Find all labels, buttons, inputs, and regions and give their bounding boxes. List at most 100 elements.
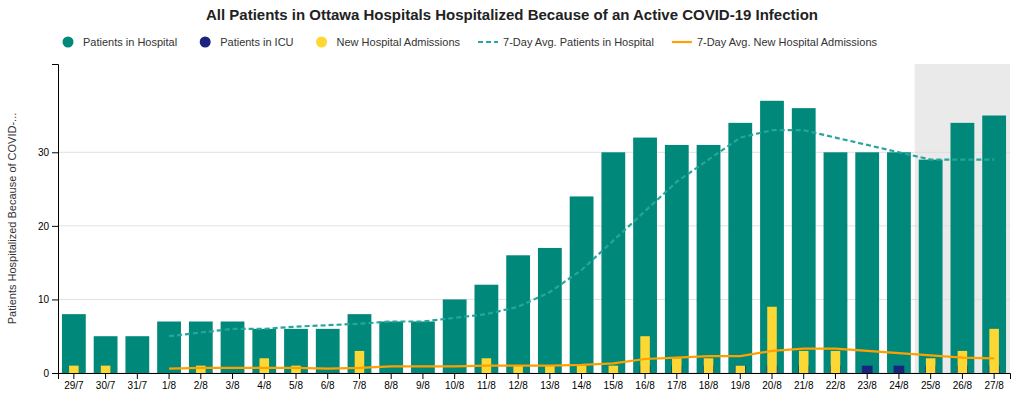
x-tick-label: 13/8: [540, 380, 560, 391]
title: All Patients in Ottawa Hospitals Hospita…: [206, 6, 818, 23]
bar: [291, 366, 301, 373]
bar: [69, 366, 79, 373]
x-tick-mark: [645, 373, 646, 379]
y-tick: 20: [38, 221, 58, 232]
line: [169, 130, 994, 336]
legend-label: Patients in Hospital: [83, 36, 177, 48]
bar: [513, 366, 523, 373]
x-axis-line: [59, 374, 1011, 380]
x-tick: 30/7: [96, 373, 116, 391]
bar: [379, 322, 403, 374]
bar: [450, 373, 460, 374]
x-tick-label: 6/8: [321, 380, 335, 391]
legend-item: 7-Day Avg. New Hospital Admissions: [672, 36, 878, 48]
x-tick: 20/8: [762, 373, 782, 391]
bar: [736, 366, 746, 373]
bar: [260, 358, 270, 373]
x-tick-mark: [898, 373, 899, 379]
x-tick-label: 26/8: [953, 380, 973, 391]
x-tick-mark: [867, 373, 868, 379]
bar: [855, 152, 879, 373]
bar: [164, 373, 174, 374]
x-tick: 22/8: [826, 373, 846, 391]
x-tick-label: 23/8: [857, 380, 877, 391]
legend-label: 7-Day Avg. Patients in Hospital: [503, 36, 654, 48]
bar: [982, 116, 1006, 374]
x-tick: 16/8: [635, 373, 655, 391]
legend-swatch: [316, 37, 327, 48]
bar: [133, 373, 143, 374]
bar: [792, 108, 816, 373]
x-tick-mark: [613, 373, 614, 379]
x-tick-mark: [486, 373, 487, 379]
bar: [958, 351, 968, 373]
legend-swatch: [63, 37, 74, 48]
legend-label: Patients in ICU: [220, 36, 293, 48]
x-tick-label: 29/7: [64, 380, 84, 391]
legend-item: 7-Day Avg. Patients in Hospital: [478, 36, 654, 48]
x-tick-label: 7/8: [353, 380, 367, 391]
bar: [189, 322, 213, 374]
bar: [760, 101, 784, 373]
bar: [894, 366, 905, 373]
bar: [894, 373, 904, 374]
x-tick-mark: [137, 373, 138, 379]
bar: [348, 314, 372, 373]
bar: [570, 196, 594, 373]
x-tick-label: 20/8: [762, 380, 782, 391]
legend-item: Patients in Hospital: [63, 36, 178, 48]
y-tick-label: 20: [38, 221, 50, 232]
x-tick: 7/8: [353, 373, 367, 391]
y-tick-label: 30: [38, 147, 50, 158]
bar: [386, 373, 397, 374]
x-tick-mark: [169, 373, 170, 379]
x-tick-label: 22/8: [826, 380, 846, 391]
bar: [601, 152, 625, 373]
x-tick-label: 24/8: [889, 380, 909, 391]
x-tick-label: 1/8: [162, 380, 176, 391]
x-tick-label: 17/8: [667, 380, 687, 391]
shaded-span: [915, 64, 1010, 373]
y-tick: 30: [38, 147, 58, 158]
x-tick-mark: [359, 373, 360, 379]
x-tick-mark: [740, 373, 741, 379]
x-tick-mark: [454, 373, 455, 379]
x-tick-mark: [994, 373, 995, 379]
legend-item: New Hospital Admissions: [316, 36, 460, 48]
x-tick-label: 19/8: [731, 380, 751, 391]
bar-series: [640, 366, 1000, 373]
legend: Patients in Hospital Patients in ICU New H…: [63, 36, 878, 48]
y-tick-mark: [52, 152, 58, 153]
y-tick: 10: [38, 294, 58, 305]
bar: [449, 373, 460, 374]
x-tick: 4/8: [257, 373, 271, 391]
x-tick-label: 27/8: [984, 380, 1004, 391]
legend-item: Patients in ICU: [200, 36, 294, 48]
x-tick: 3/8: [226, 373, 240, 391]
x-tick-mark: [327, 373, 328, 379]
bar: [125, 336, 149, 373]
x-tick: 19/8: [731, 373, 751, 391]
y-axis-line: [52, 65, 59, 374]
x-tick-mark: [772, 373, 773, 379]
x-tick: 18/8: [699, 373, 719, 391]
bar: [323, 373, 333, 374]
y-tick-mark: [52, 226, 58, 227]
legend-label: 7-Day Avg. New Hospital Admissions: [697, 36, 878, 48]
x-tick: 1/8: [162, 373, 176, 391]
bar: [355, 351, 365, 373]
x-tick-mark: [835, 373, 836, 379]
x-tick-label: 31/7: [128, 380, 148, 391]
bar: [919, 160, 943, 373]
bar: [443, 299, 467, 373]
x-tick-mark: [549, 373, 550, 379]
x-tick-mark: [422, 373, 423, 379]
bar: [284, 329, 308, 373]
x-tick: 26/8: [953, 373, 973, 391]
bar: [831, 351, 841, 373]
bar: [164, 373, 175, 374]
x-tick-mark: [803, 373, 804, 379]
x-tick-label: 3/8: [226, 380, 240, 391]
x-tick-label: 25/8: [921, 380, 941, 391]
bar: [475, 285, 499, 373]
